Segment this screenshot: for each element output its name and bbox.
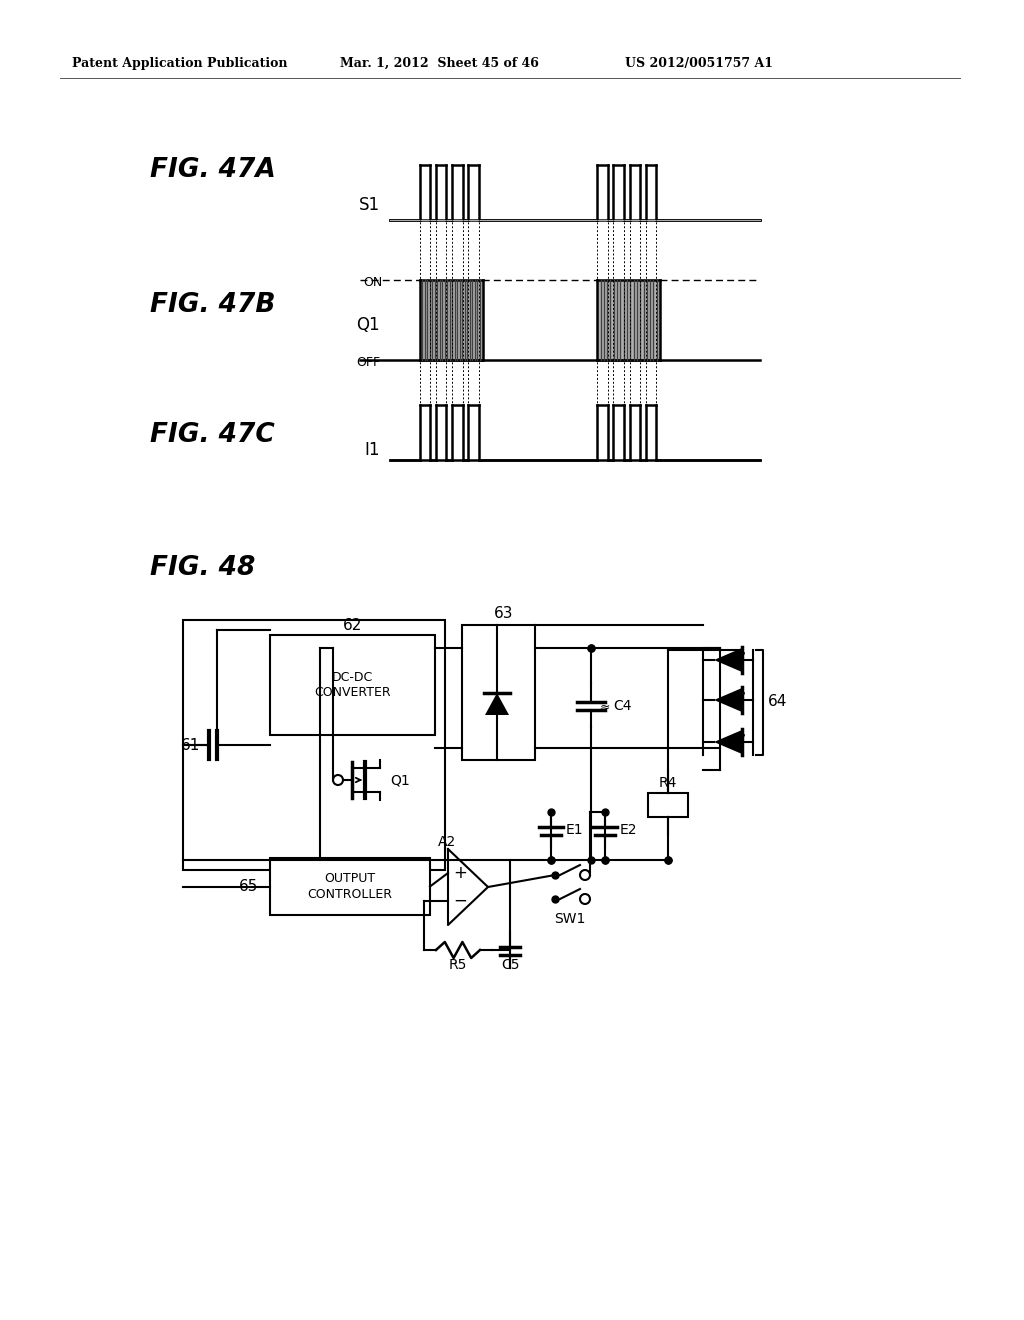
Text: Q1: Q1	[390, 774, 410, 787]
Text: E2: E2	[620, 822, 638, 837]
Polygon shape	[714, 648, 742, 672]
Bar	[648, 793, 688, 817]
Text: FIG. 47A: FIG. 47A	[150, 157, 275, 183]
Polygon shape	[714, 730, 742, 754]
Text: I1: I1	[365, 441, 380, 459]
Text: FIG. 47B: FIG. 47B	[150, 292, 275, 318]
Text: OFF: OFF	[356, 355, 380, 368]
Text: 63: 63	[494, 606, 513, 620]
Text: R4: R4	[658, 776, 677, 789]
Bar	[462, 624, 535, 760]
Polygon shape	[485, 693, 509, 715]
Text: 65: 65	[239, 879, 258, 894]
Text: Q1: Q1	[356, 315, 380, 334]
Text: C5: C5	[501, 958, 519, 972]
Polygon shape	[714, 688, 742, 711]
Bar	[183, 620, 445, 870]
Text: OUTPUT
CONTROLLER: OUTPUT CONTROLLER	[307, 873, 392, 900]
Bar	[597, 280, 660, 360]
Text: E1: E1	[566, 822, 584, 837]
Text: Mar. 1, 2012  Sheet 45 of 46: Mar. 1, 2012 Sheet 45 of 46	[340, 57, 539, 70]
Text: DC-DC
CONVERTER: DC-DC CONVERTER	[314, 671, 391, 700]
Text: R5: R5	[449, 958, 467, 972]
Bar	[420, 280, 482, 360]
Text: A2: A2	[438, 836, 457, 849]
Text: FIG. 47C: FIG. 47C	[150, 422, 274, 447]
Text: FIG. 48: FIG. 48	[150, 554, 255, 581]
Text: Patent Application Publication: Patent Application Publication	[72, 57, 288, 70]
Bar	[270, 858, 430, 915]
Text: ON: ON	[362, 276, 382, 289]
Text: 62: 62	[343, 618, 362, 632]
Text: +: +	[453, 865, 467, 882]
Text: −: −	[453, 892, 467, 909]
Bar	[270, 635, 435, 735]
Text: S1: S1	[358, 195, 380, 214]
Text: 64: 64	[768, 694, 787, 710]
Text: $\approx$: $\approx$	[597, 700, 610, 713]
Text: 61: 61	[181, 738, 201, 752]
Text: SW1: SW1	[554, 912, 586, 927]
Text: US 2012/0051757 A1: US 2012/0051757 A1	[625, 57, 773, 70]
Text: C4: C4	[613, 700, 632, 713]
Polygon shape	[449, 849, 488, 925]
